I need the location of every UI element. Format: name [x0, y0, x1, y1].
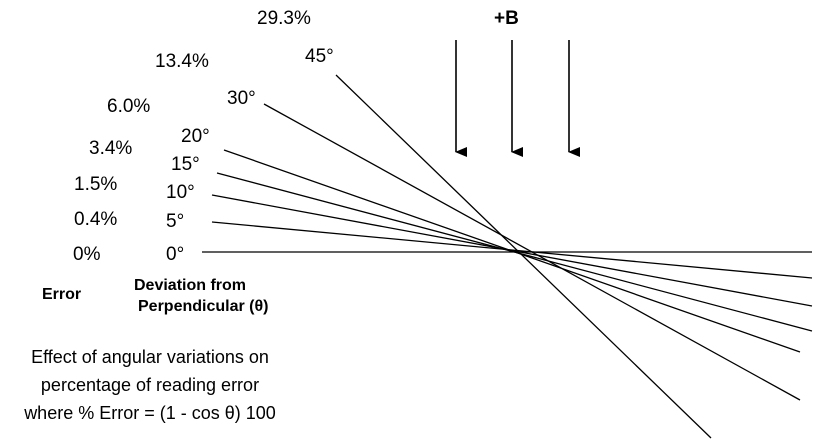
field-arrows — [455, 40, 580, 157]
angle-label-10: 10° — [166, 182, 195, 203]
deviation-axis-label-line1: Deviation from — [134, 277, 247, 294]
error-axis-label: Error — [42, 286, 82, 303]
angle-label-15: 15° — [171, 154, 200, 175]
line-5-degrees — [211, 221, 813, 279]
deviation-lines — [202, 74, 813, 439]
error-label-0-4: 0.4% — [74, 209, 118, 230]
caption-line-3: where % Error = (1 - cos θ) 100 — [24, 403, 276, 423]
caption-line-2: percentage of reading error — [40, 375, 260, 395]
error-label-1-5: 1.5% — [74, 174, 118, 195]
deviation-axis-label-line2: Perpendicular (θ) — [138, 298, 269, 315]
line-45-degrees — [335, 74, 712, 439]
caption-line-1: Effect of angular variations on — [31, 347, 269, 367]
angle-label-30: 30° — [227, 88, 256, 109]
error-label-29-3: 29.3% — [257, 8, 311, 29]
field-label: +B — [494, 8, 519, 29]
error-label-0: 0% — [73, 244, 101, 265]
error-label-13-4: 13.4% — [155, 51, 209, 72]
angle-label-20: 20° — [181, 126, 210, 147]
angle-label-45: 45° — [305, 46, 334, 67]
angle-label-5: 5° — [166, 211, 185, 232]
error-label-3-4: 3.4% — [89, 138, 133, 159]
angle-label-0: 0° — [166, 244, 185, 265]
error-label-6-0: 6.0% — [107, 96, 151, 117]
